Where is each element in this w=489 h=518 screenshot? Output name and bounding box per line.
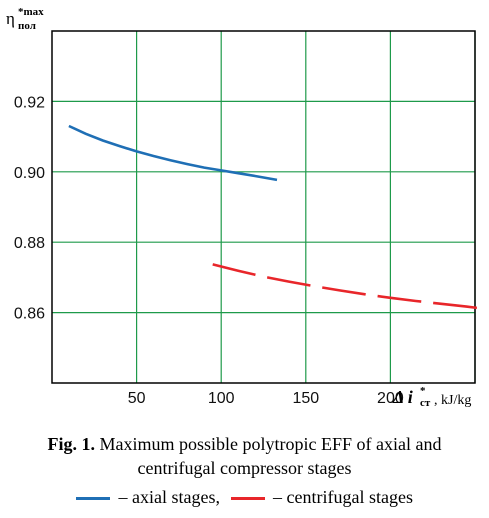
x-tick-label: 150 xyxy=(292,390,319,407)
y-tick-label: 0.86 xyxy=(14,306,45,323)
x-axis-label-sub: ст xyxy=(420,397,431,409)
y-tick-label: 0.88 xyxy=(14,235,45,252)
y-tick-label: 0.90 xyxy=(14,165,45,182)
series-axial-line xyxy=(68,124,278,182)
grid xyxy=(52,31,476,383)
x-tick-label: 100 xyxy=(208,390,235,407)
series-group xyxy=(68,124,484,310)
x-axis-unit: , kJ/kg xyxy=(434,393,471,408)
y-axis-label-sup: *max xyxy=(18,6,44,18)
y-tick-labels: 0.86 0.88 0.90 0.92 xyxy=(14,94,45,322)
x-tick-label: 50 xyxy=(128,390,146,407)
x-axis-label-sup: * xyxy=(420,385,426,397)
figure-caption: Fig. 1. Maximum possible polytropic EFF … xyxy=(0,432,489,480)
legend-swatch-axial xyxy=(76,497,111,501)
legend: – axial stages, – centrifugal stages xyxy=(0,486,489,508)
y-axis-label: η xyxy=(6,9,15,28)
caption-line-1: Maximum possible polytropic EFF of axial… xyxy=(95,434,442,454)
legend-label-axial: – axial stages, xyxy=(114,487,221,507)
figure-label: Fig. 1. xyxy=(47,434,96,454)
caption-line-2: centrifugal compressor stages xyxy=(137,458,352,478)
legend-swatch-centrifugal xyxy=(230,497,265,501)
x-axis-label: Δ i xyxy=(392,387,413,407)
chart: 0.860.880.900.92 50 100 150 200 η *max пол … xyxy=(6,6,484,409)
x-tick-label: 200 xyxy=(377,390,404,407)
legend-label-centrifugal: – centrifugal stages xyxy=(268,487,413,507)
x-tick-labels: 50 100 150 200 xyxy=(128,390,404,407)
series-centrifugal-line xyxy=(212,263,484,310)
plot-frame xyxy=(51,30,476,384)
y-tick-label: 0.92 xyxy=(14,94,45,111)
y-axis-label-sub: пол xyxy=(18,20,36,32)
